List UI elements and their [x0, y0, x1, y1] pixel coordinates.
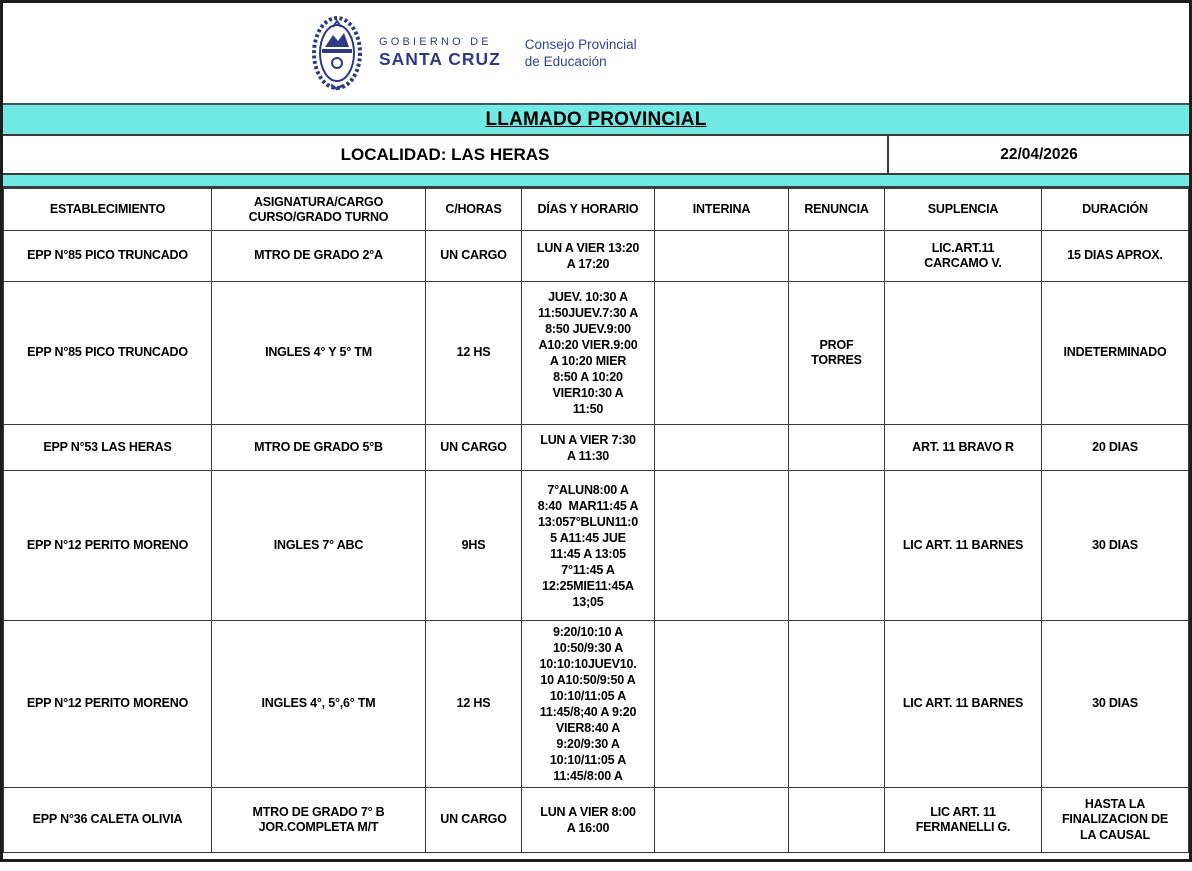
col-header-renuncia: RENUNCIA — [788, 188, 885, 231]
cell-duracion: HASTA LA FINALIZACION DE LA CAUSAL — [1041, 787, 1189, 853]
cell-renuncia: PROF TORRES — [788, 281, 885, 425]
cell-dias: LUN A VIER 7:30 A 11:30 — [521, 424, 655, 471]
cell-suplencia: ART. 11 BRAVO R — [884, 424, 1042, 471]
table-row: EPP N°85 PICO TRUNCADO INGLES 4° Y 5° TM… — [3, 281, 1189, 425]
government-wordmark: GOBIERNO DE SANTA CRUZ — [379, 36, 501, 70]
col-header-suplencia: SUPLENCIA — [884, 188, 1042, 231]
col-header-horas: C/HORAS — [425, 188, 522, 231]
cell-dias: LUN A VIER 8:00 A 16:00 — [521, 787, 655, 853]
cell-horas: 12 HS — [425, 281, 522, 425]
cell-asignatura: MTRO DE GRADO 7° B JOR.COMPLETA M/T — [211, 787, 426, 853]
cell-duracion: 30 DIAS — [1041, 620, 1189, 788]
cell-dias: 7°ALUN8:00 A 8:40 MAR11:45 A 13:057°BLUN… — [521, 470, 655, 621]
cell-duracion: 20 DIAS — [1041, 424, 1189, 471]
table-row: EPP N°12 PERITO MORENO INGLES 4°, 5°,6° … — [3, 620, 1189, 788]
council-line2: de Educación — [524, 54, 607, 69]
cell-suplencia: LIC.ART.11 CARCAMO V. — [884, 230, 1042, 282]
cell-suplencia: LIC ART. 11 FERMANELLI G. — [884, 787, 1042, 853]
cell-establecimiento: EPP N°85 PICO TRUNCADO — [3, 230, 212, 282]
col-header-establecimiento: ESTABLECIMIENTO — [3, 188, 212, 231]
cell-asignatura: INGLES 7° ABC — [211, 470, 426, 621]
locality-label: LOCALIDAD: LAS HERAS — [3, 136, 889, 173]
col-header-asignatura: ASIGNATURA/CARGO CURSO/GRADO TURNO — [211, 188, 426, 231]
cell-dias: 9:20/10:10 A 10:50/9:30 A 10:10:10JUEV10… — [521, 620, 655, 788]
cell-dias: LUN A VIER 13:20 A 17:20 — [521, 230, 655, 282]
cell-interina — [654, 787, 789, 853]
cell-interina — [654, 281, 789, 425]
cell-asignatura: MTRO DE GRADO 2°A — [211, 230, 426, 282]
table-row: EPP N°53 LAS HERAS MTRO DE GRADO 5°B UN … — [3, 424, 1189, 471]
cell-renuncia — [788, 787, 885, 853]
cell-establecimiento: EPP N°12 PERITO MORENO — [3, 620, 212, 788]
cell-horas: 9HS — [425, 470, 522, 621]
document-header: GOBIERNO DE SANTA CRUZ Consejo Provincia… — [3, 3, 1189, 103]
cell-interina — [654, 620, 789, 788]
cell-horas: UN CARGO — [425, 424, 522, 471]
cell-dias: JUEV. 10:30 A 11:50JUEV.7:30 A 8:50 JUEV… — [521, 281, 655, 425]
cell-renuncia — [788, 470, 885, 621]
cell-duracion: 15 DIAS APROX. — [1041, 230, 1189, 282]
date-value: 22/04/2026 — [1000, 145, 1078, 163]
table-header-row: ESTABLECIMIENTO ASIGNATURA/CARGO CURSO/G… — [3, 188, 1189, 231]
table-row: EPP N°85 PICO TRUNCADO MTRO DE GRADO 2°A… — [3, 230, 1189, 282]
cell-interina — [654, 230, 789, 282]
cell-horas: 12 HS — [425, 620, 522, 788]
locality-row: LOCALIDAD: LAS HERAS 22/04/2026 — [3, 136, 1189, 175]
col-header-dias: DÍAS Y HORARIO — [521, 188, 655, 231]
cell-renuncia — [788, 424, 885, 471]
cell-asignatura: MTRO DE GRADO 5°B — [211, 424, 426, 471]
cell-renuncia — [788, 230, 885, 282]
government-line1: GOBIERNO DE — [379, 36, 492, 48]
cell-interina — [654, 470, 789, 621]
cell-asignatura: INGLES 4°, 5°,6° TM — [211, 620, 426, 788]
cell-establecimiento: EPP N°53 LAS HERAS — [3, 424, 212, 471]
table-row: EPP N°12 PERITO MORENO INGLES 7° ABC 9HS… — [3, 470, 1189, 621]
llamado-table: ESTABLECIMIENTO ASIGNATURA/CARGO CURSO/G… — [3, 188, 1189, 853]
cell-suplencia — [884, 281, 1042, 425]
col-header-duracion: DURACIÓN — [1041, 188, 1189, 231]
cell-suplencia: LIC ART. 11 BARNES — [884, 470, 1042, 621]
col-header-interina: INTERINA — [654, 188, 789, 231]
cell-horas: UN CARGO — [425, 787, 522, 853]
cell-renuncia — [788, 620, 885, 788]
council-wordmark: Consejo Provincial de Educación — [525, 36, 637, 70]
cell-interina — [654, 424, 789, 471]
santa-cruz-coat-of-arms-icon — [312, 16, 362, 91]
cell-establecimiento: EPP N°12 PERITO MORENO — [3, 470, 212, 621]
cell-suplencia: LIC ART. 11 BARNES — [884, 620, 1042, 788]
council-line1: Consejo Provincial — [524, 37, 637, 52]
cell-duracion: 30 DIAS — [1041, 470, 1189, 621]
cell-establecimiento: EPP N°36 CALETA OLIVIA — [3, 787, 212, 853]
separator-band — [3, 175, 1189, 188]
cell-establecimiento: EPP N°85 PICO TRUNCADO — [3, 281, 212, 425]
title-band: LLAMADO PROVINCIAL — [3, 103, 1189, 136]
cell-asignatura: INGLES 4° Y 5° TM — [211, 281, 426, 425]
page-title: LLAMADO PROVINCIAL — [485, 108, 707, 130]
table-row: EPP N°36 CALETA OLIVIA MTRO DE GRADO 7° … — [3, 787, 1189, 853]
cell-horas: UN CARGO — [425, 230, 522, 282]
cell-duracion: INDETERMINADO — [1041, 281, 1189, 425]
government-line2: SANTA CRUZ — [379, 49, 501, 69]
